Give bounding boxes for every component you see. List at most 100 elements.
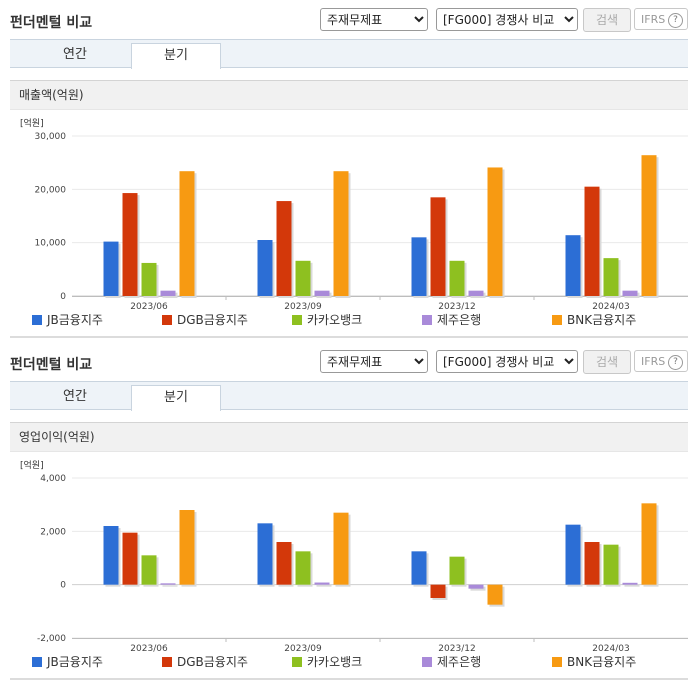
legend-swatch bbox=[292, 656, 302, 667]
legend-item[interactable]: 제주은행 bbox=[422, 312, 481, 328]
legend-label: 카카오뱅크 bbox=[307, 655, 363, 669]
statement-select[interactable]: 주재무제표 bbox=[320, 8, 428, 31]
tab-quarterly[interactable]: 분기 bbox=[131, 385, 221, 411]
bar bbox=[103, 526, 119, 585]
bar bbox=[314, 290, 330, 296]
bar bbox=[622, 290, 638, 296]
compare-select[interactable]: [FG000] 경쟁사 비교 bbox=[436, 8, 578, 31]
bar-shadow bbox=[316, 584, 332, 587]
x-tick-label: 2023/06 bbox=[130, 644, 168, 652]
bar bbox=[468, 290, 484, 296]
bar bbox=[333, 512, 349, 585]
bar bbox=[603, 544, 619, 585]
x-tick-label: 2024/03 bbox=[592, 302, 629, 310]
bar bbox=[257, 523, 273, 585]
bar bbox=[449, 260, 465, 296]
section-title: 매출액(억원) bbox=[10, 80, 688, 110]
bar bbox=[141, 262, 157, 296]
y-unit-label: [억원] bbox=[20, 459, 44, 471]
bar bbox=[122, 193, 138, 296]
bar bbox=[584, 186, 600, 296]
y-tick-label: 30,000 bbox=[35, 132, 67, 142]
section-title: 영업이익(억원) bbox=[10, 422, 688, 452]
fundamental-panel-operating-income: 펀더멘털 비교 주재무제표 [FG000] 경쟁사 비교 검색 IFRS ? 연… bbox=[0, 342, 696, 684]
y-tick-label: 2,000 bbox=[40, 527, 66, 537]
ifrs-button[interactable]: IFRS ? bbox=[634, 350, 688, 372]
bar bbox=[333, 171, 349, 296]
bar bbox=[411, 237, 427, 296]
operating-income-bar-chart: [억원] -2,000 0 2,000 4,000 2023/06 2023/09 2023/… bbox=[20, 459, 688, 652]
bar bbox=[257, 240, 273, 296]
legend-label: 제주은행 bbox=[437, 313, 482, 327]
bar bbox=[641, 155, 657, 296]
bar bbox=[179, 510, 195, 585]
legend-label: 카카오뱅크 bbox=[307, 313, 363, 327]
bar bbox=[603, 258, 619, 296]
period-tabs: 연간 분기 bbox=[10, 381, 688, 411]
help-icon[interactable]: ? bbox=[668, 355, 683, 370]
bar bbox=[314, 582, 330, 585]
bar bbox=[103, 241, 119, 296]
chart-legend: JB금융지주 DGB금융지주 카카오뱅크 제주은행 BNK금융지주 bbox=[10, 310, 688, 330]
y-tick-label: 20,000 bbox=[35, 185, 67, 195]
legend-item[interactable]: JB금융지주 bbox=[32, 312, 103, 328]
ifrs-label: IFRS bbox=[641, 13, 666, 26]
bar bbox=[449, 556, 465, 585]
x-tick-label: 2023/06 bbox=[130, 302, 168, 310]
tab-annual[interactable]: 연간 bbox=[63, 47, 87, 62]
legend-item[interactable]: BNK금융지주 bbox=[552, 312, 636, 328]
y-tick-label: -2,000 bbox=[37, 634, 66, 644]
bar bbox=[276, 542, 292, 585]
help-icon[interactable]: ? bbox=[668, 13, 683, 28]
bar bbox=[122, 532, 138, 585]
bar bbox=[160, 583, 176, 585]
bar bbox=[565, 235, 581, 296]
x-tick-label: 2023/09 bbox=[284, 302, 322, 310]
legend-label: DGB금융지주 bbox=[177, 313, 248, 327]
bar bbox=[411, 551, 427, 585]
x-tick-label: 2023/12 bbox=[438, 302, 475, 310]
legend-item[interactable]: DGB금융지주 bbox=[162, 654, 248, 670]
bar bbox=[487, 167, 503, 296]
legend-swatch bbox=[422, 314, 432, 325]
tab-annual[interactable]: 연간 bbox=[63, 389, 87, 404]
bar-shadow bbox=[470, 586, 486, 591]
bar bbox=[430, 197, 446, 296]
panel-title: 펀더멘털 비교 bbox=[10, 15, 93, 31]
legend-item[interactable]: 제주은행 bbox=[422, 654, 481, 670]
legend-label: JB금융지주 bbox=[47, 313, 103, 327]
bar bbox=[160, 290, 176, 296]
legend-item[interactable]: 카카오뱅크 bbox=[292, 312, 362, 328]
tab-quarterly[interactable]: 분기 bbox=[131, 43, 221, 69]
bar bbox=[584, 542, 600, 585]
bar bbox=[295, 551, 311, 585]
search-button[interactable]: 검색 bbox=[583, 8, 631, 32]
legend-item[interactable]: BNK금융지주 bbox=[552, 654, 636, 670]
y-tick-label: 0 bbox=[60, 581, 66, 591]
legend-swatch bbox=[162, 314, 172, 325]
period-tabs: 연간 분기 bbox=[10, 39, 688, 69]
legend-item[interactable]: 카카오뱅크 bbox=[292, 654, 362, 670]
legend-swatch bbox=[422, 656, 432, 667]
ifrs-label: IFRS bbox=[641, 355, 666, 368]
bar bbox=[295, 260, 311, 296]
legend-label: BNK금융지주 bbox=[567, 655, 637, 669]
x-tick-label: 2023/12 bbox=[438, 644, 475, 652]
bar-shadow bbox=[162, 585, 178, 587]
legend-item[interactable]: JB금융지주 bbox=[32, 654, 103, 670]
statement-select[interactable]: 주재무제표 bbox=[320, 350, 428, 373]
panel-divider bbox=[10, 336, 688, 338]
y-unit-label: [억원] bbox=[20, 117, 44, 129]
ifrs-button[interactable]: IFRS ? bbox=[634, 8, 688, 30]
legend-swatch bbox=[32, 314, 42, 325]
y-tick-label: 0 bbox=[60, 292, 66, 302]
search-button[interactable]: 검색 bbox=[583, 350, 631, 374]
x-tick-label: 2024/03 bbox=[592, 644, 629, 652]
chart-legend: JB금융지주 DGB금융지주 카카오뱅크 제주은행 BNK금융지주 bbox=[10, 652, 688, 672]
legend-item[interactable]: DGB금융지주 bbox=[162, 312, 248, 328]
bar-shadow bbox=[624, 584, 640, 587]
bar bbox=[141, 555, 157, 585]
legend-swatch bbox=[162, 656, 172, 667]
compare-select[interactable]: [FG000] 경쟁사 비교 bbox=[436, 350, 578, 373]
revenue-bar-chart: [억원] 0 10,000 20,000 30,000 2023/06 2023/09 202… bbox=[20, 117, 688, 310]
